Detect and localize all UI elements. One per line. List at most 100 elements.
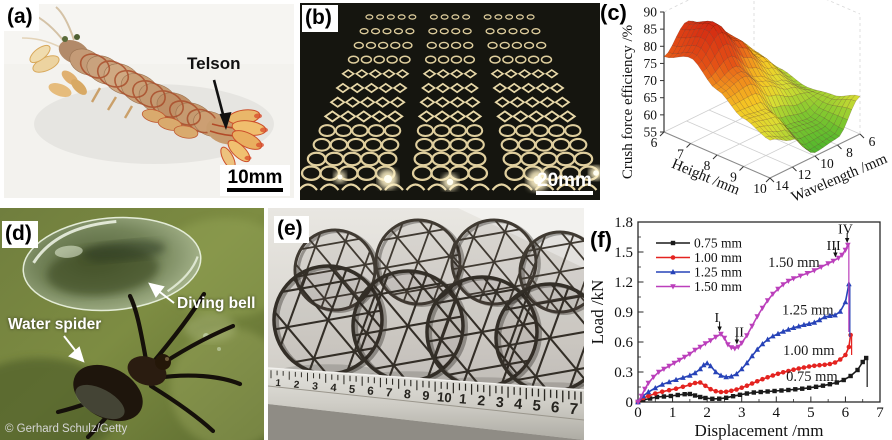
scale-bar-a-line xyxy=(227,188,283,192)
svg-text:7: 7 xyxy=(876,405,884,421)
svg-text:90: 90 xyxy=(644,5,658,20)
svg-text:1: 1 xyxy=(669,405,677,421)
svg-text:10: 10 xyxy=(753,181,767,196)
svg-text:0.75 mm: 0.75 mm xyxy=(786,369,838,385)
svg-text:5: 5 xyxy=(348,384,355,396)
printed-disks-photo: 1 2 3 4 5 6 7 8 9 10 1 2 3 4 5 6 7 xyxy=(268,208,584,440)
svg-text:10: 10 xyxy=(436,389,452,405)
svg-text:60: 60 xyxy=(644,107,658,122)
svg-text:2: 2 xyxy=(703,405,711,421)
load-displacement-chart: 0 1 2 3 4 5 6 7 0 0.3 0.6 0.9 1.2 1.5 1.8 Displacement … xyxy=(590,215,884,440)
panel-c: 55 60 65 70 75 80 85 90 6 7 8 9 10 14 12 10 8 6 Height /mm… xyxy=(598,0,892,205)
series-1.00mm xyxy=(635,332,853,405)
svg-text:1: 1 xyxy=(458,391,467,407)
mantis-shrimp-photo xyxy=(4,4,294,198)
scale-bar-b: 20mm xyxy=(536,171,593,195)
svg-text:Displacement /mm: Displacement /mm xyxy=(695,421,824,440)
svg-text:7: 7 xyxy=(569,401,579,419)
svg-text:8: 8 xyxy=(403,387,411,402)
svg-text:6: 6 xyxy=(869,134,876,149)
svg-text:4: 4 xyxy=(330,382,337,394)
svg-text:3: 3 xyxy=(312,381,319,392)
panel-a-label: (a) xyxy=(4,4,39,31)
svg-text:75: 75 xyxy=(644,56,658,71)
panel-e-label: (e) xyxy=(274,216,309,243)
surface-mesh xyxy=(663,20,861,153)
legend: 0.75 mm1.00 mm1.25 mm1.50 mm xyxy=(656,236,743,294)
water-spider-annotation: Water spider xyxy=(8,316,102,333)
svg-text:80: 80 xyxy=(644,39,658,54)
svg-text:3: 3 xyxy=(738,405,746,421)
svg-text:9: 9 xyxy=(730,170,737,185)
scale-bar-a: 10mm xyxy=(220,165,290,196)
panel-f: 0 1 2 3 4 5 6 7 0 0.3 0.6 0.9 1.2 1.5 1.8 Displacement … xyxy=(590,205,892,440)
scale-bar-b-text: 20mm xyxy=(537,170,592,191)
telson-arrow xyxy=(212,79,232,130)
svg-text:1: 1 xyxy=(275,378,282,389)
panel-a: (a) Telson 10mm xyxy=(4,4,294,198)
photo-credit: © Gerhard Schulz/Getty xyxy=(5,423,128,435)
svg-text:85: 85 xyxy=(644,22,658,37)
svg-text:65: 65 xyxy=(644,90,658,105)
svg-text:14: 14 xyxy=(775,178,789,193)
svg-text:5: 5 xyxy=(807,405,815,421)
series-0.75mm xyxy=(635,355,869,405)
panel-b-label: (b) xyxy=(302,5,338,32)
svg-text:0.9: 0.9 xyxy=(614,305,633,321)
svg-text:55: 55 xyxy=(644,125,658,140)
svg-text:2: 2 xyxy=(477,392,486,409)
svg-text:12: 12 xyxy=(798,167,812,182)
svg-text:7: 7 xyxy=(677,147,684,162)
svg-text:II: II xyxy=(735,326,745,341)
svg-text:1.50 mm: 1.50 mm xyxy=(768,255,820,271)
ruler: 1 2 3 4 5 6 7 8 9 10 1 2 3 4 5 6 7 xyxy=(268,367,584,440)
panel-d-label: (d) xyxy=(2,221,38,248)
panel-d: (d) Diving bell Water spider © Gerhard S… xyxy=(0,208,264,440)
svg-text:1.5: 1.5 xyxy=(614,245,633,261)
svg-text:4: 4 xyxy=(773,405,781,421)
svg-text:6: 6 xyxy=(842,405,850,421)
spider-body xyxy=(55,291,243,440)
series-1.25mm xyxy=(635,281,852,405)
svg-text:10: 10 xyxy=(820,156,834,171)
panel-c-label: (c) xyxy=(600,0,627,25)
diving-bell-annotation: Diving bell xyxy=(177,295,256,312)
svg-text:1.2: 1.2 xyxy=(614,275,633,291)
svg-text:Load /kN: Load /kN xyxy=(590,280,607,345)
panel-e: 1 2 3 4 5 6 7 8 9 10 1 2 3 4 5 6 7 (e) xyxy=(268,208,584,440)
svg-text:1.50 mm: 1.50 mm xyxy=(694,279,743,294)
svg-text:9: 9 xyxy=(422,388,430,404)
svg-text:0: 0 xyxy=(634,405,642,421)
svg-text:5: 5 xyxy=(532,397,542,415)
svg-text:0: 0 xyxy=(626,395,634,411)
svg-text:1.25 mm: 1.25 mm xyxy=(694,265,743,280)
svg-text:0.3: 0.3 xyxy=(614,365,633,381)
telson-annotation: Telson xyxy=(187,54,241,73)
panel-f-label: (f) xyxy=(590,227,612,252)
lattice-array-photo xyxy=(300,3,600,200)
svg-text:6: 6 xyxy=(550,399,560,417)
svg-text:IV: IV xyxy=(838,223,853,238)
svg-text:Crush force efficiency /%: Crush force efficiency /% xyxy=(620,25,636,179)
svg-text:8: 8 xyxy=(846,145,853,160)
panel-b: (b) 20mm xyxy=(300,3,600,200)
scale-bar-a-text: 10mm xyxy=(227,167,283,188)
scale-bar-b-line xyxy=(536,191,593,195)
svg-text:1.00 mm: 1.00 mm xyxy=(783,343,835,359)
svg-text:6: 6 xyxy=(367,384,375,398)
svg-text:I: I xyxy=(714,311,719,326)
series-1.50mm xyxy=(635,242,851,405)
svg-text:III: III xyxy=(827,239,841,254)
svg-text:7: 7 xyxy=(385,385,393,400)
water-spider-photo xyxy=(0,208,264,440)
svg-text:1.00 mm: 1.00 mm xyxy=(694,250,743,265)
svg-text:6: 6 xyxy=(651,135,658,150)
annotation-arrows xyxy=(63,282,175,363)
svg-text:0.75 mm: 0.75 mm xyxy=(694,236,743,251)
svg-text:2: 2 xyxy=(293,379,300,390)
svg-text:1.25 mm: 1.25 mm xyxy=(782,303,834,319)
svg-text:8: 8 xyxy=(704,158,711,173)
svg-text:4: 4 xyxy=(513,396,523,413)
